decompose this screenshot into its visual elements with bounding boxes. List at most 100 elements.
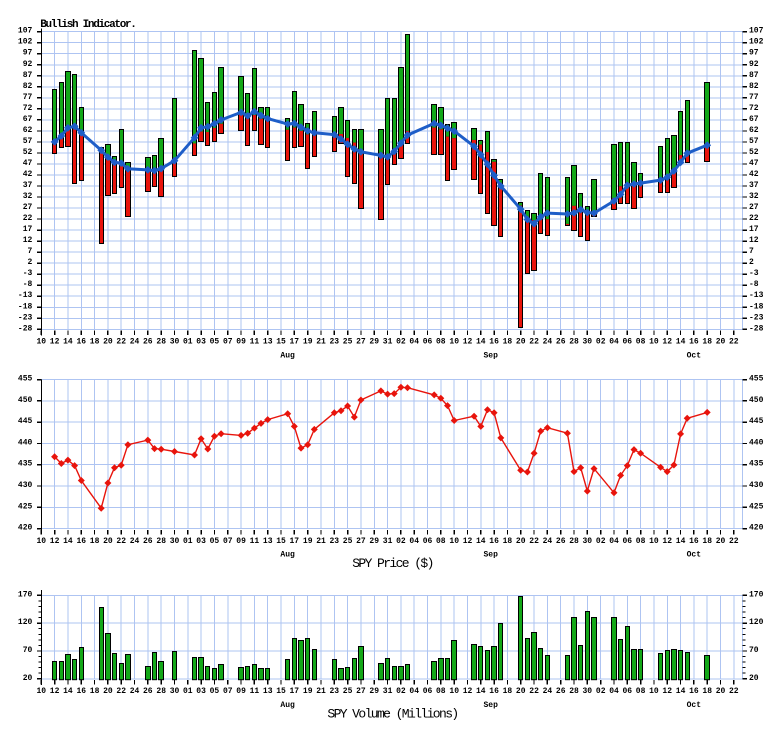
svg-text:06: 06: [622, 687, 632, 696]
svg-text:18: 18: [503, 537, 513, 546]
svg-text:16: 16: [76, 338, 86, 347]
svg-text:10: 10: [649, 338, 659, 347]
svg-text:28: 28: [156, 338, 166, 347]
svg-text:09: 09: [236, 537, 246, 546]
svg-text:26: 26: [143, 687, 153, 696]
svg-text:440: 440: [18, 439, 33, 448]
svg-text:17: 17: [289, 687, 299, 696]
svg-text:-13: -13: [749, 291, 764, 300]
svg-text:28: 28: [569, 338, 579, 347]
svg-text:29: 29: [369, 687, 379, 696]
svg-text:10: 10: [36, 537, 46, 546]
svg-text:120: 120: [18, 618, 33, 627]
svg-text:05: 05: [210, 537, 220, 546]
svg-text:18: 18: [503, 687, 513, 696]
svg-text:67: 67: [749, 115, 759, 124]
svg-text:19: 19: [303, 537, 313, 546]
svg-text:14: 14: [676, 687, 686, 696]
svg-text:11: 11: [250, 687, 260, 696]
svg-text:107: 107: [749, 27, 764, 36]
svg-text:12: 12: [50, 338, 60, 347]
svg-text:29: 29: [369, 338, 379, 347]
svg-text:20: 20: [516, 338, 526, 347]
svg-text:25: 25: [343, 537, 353, 546]
svg-text:28: 28: [156, 537, 166, 546]
svg-text:14: 14: [63, 687, 73, 696]
svg-text:08: 08: [636, 537, 646, 546]
svg-text:14: 14: [63, 338, 73, 347]
svg-text:22: 22: [729, 338, 739, 347]
svg-text:02: 02: [596, 537, 606, 546]
svg-text:13: 13: [263, 687, 273, 696]
svg-text:20: 20: [716, 537, 726, 546]
svg-text:10: 10: [649, 537, 659, 546]
svg-text:12: 12: [749, 236, 759, 245]
svg-text:16: 16: [489, 338, 499, 347]
svg-text:-23: -23: [749, 313, 764, 322]
svg-text:24: 24: [130, 338, 140, 347]
svg-text:06: 06: [423, 537, 433, 546]
svg-text:67: 67: [23, 115, 33, 124]
svg-text:22: 22: [116, 338, 126, 347]
svg-text:01: 01: [183, 338, 193, 347]
svg-text:32: 32: [749, 192, 759, 201]
svg-text:7: 7: [27, 247, 32, 256]
svg-text:15: 15: [276, 687, 286, 696]
svg-text:07: 07: [223, 537, 233, 546]
svg-text:435: 435: [749, 460, 764, 469]
svg-text:440: 440: [749, 439, 764, 448]
svg-text:52: 52: [23, 148, 33, 157]
svg-text:12: 12: [463, 537, 473, 546]
svg-text:21: 21: [316, 537, 326, 546]
svg-text:37: 37: [749, 181, 759, 190]
svg-text:24: 24: [543, 537, 553, 546]
svg-text:30: 30: [170, 537, 180, 546]
svg-text:21: 21: [316, 338, 326, 347]
svg-text:72: 72: [749, 104, 759, 113]
svg-text:Aug: Aug: [280, 701, 295, 710]
svg-text:06: 06: [622, 537, 632, 546]
svg-text:Sep: Sep: [483, 551, 498, 560]
svg-text:Aug: Aug: [280, 351, 295, 360]
svg-text:16: 16: [689, 537, 699, 546]
svg-text:170: 170: [749, 590, 764, 599]
svg-text:30: 30: [582, 537, 592, 546]
svg-text:455: 455: [749, 375, 764, 384]
svg-text:Sep: Sep: [483, 351, 498, 360]
svg-text:22: 22: [529, 338, 539, 347]
svg-text:24: 24: [543, 338, 553, 347]
svg-text:31: 31: [383, 338, 393, 347]
svg-text:22: 22: [529, 537, 539, 546]
svg-text:62: 62: [749, 126, 759, 135]
svg-text:23: 23: [329, 338, 339, 347]
svg-text:10: 10: [449, 687, 459, 696]
svg-text:17: 17: [289, 338, 299, 347]
svg-text:24: 24: [130, 687, 140, 696]
svg-text:97: 97: [23, 49, 33, 58]
svg-text:06: 06: [622, 338, 632, 347]
svg-text:2: 2: [27, 258, 32, 267]
svg-text:12: 12: [463, 338, 473, 347]
svg-text:18: 18: [702, 537, 712, 546]
svg-text:-3: -3: [23, 269, 33, 278]
svg-text:-8: -8: [23, 280, 33, 289]
svg-text:26: 26: [556, 537, 566, 546]
svg-text:10: 10: [449, 338, 459, 347]
svg-text:11: 11: [250, 338, 260, 347]
svg-text:10: 10: [36, 687, 46, 696]
svg-text:26: 26: [556, 687, 566, 696]
svg-text:52: 52: [749, 148, 759, 157]
svg-text:25: 25: [343, 338, 353, 347]
svg-text:450: 450: [18, 396, 33, 405]
svg-text:Oct: Oct: [687, 551, 702, 560]
svg-text:62: 62: [23, 126, 33, 135]
svg-text:12: 12: [463, 687, 473, 696]
svg-text:92: 92: [23, 60, 33, 69]
svg-text:42: 42: [23, 170, 33, 179]
svg-text:22: 22: [116, 537, 126, 546]
svg-text:30: 30: [582, 338, 592, 347]
svg-text:-8: -8: [749, 280, 759, 289]
svg-text:02: 02: [396, 338, 406, 347]
svg-text:12: 12: [662, 338, 672, 347]
svg-text:7: 7: [749, 247, 754, 256]
